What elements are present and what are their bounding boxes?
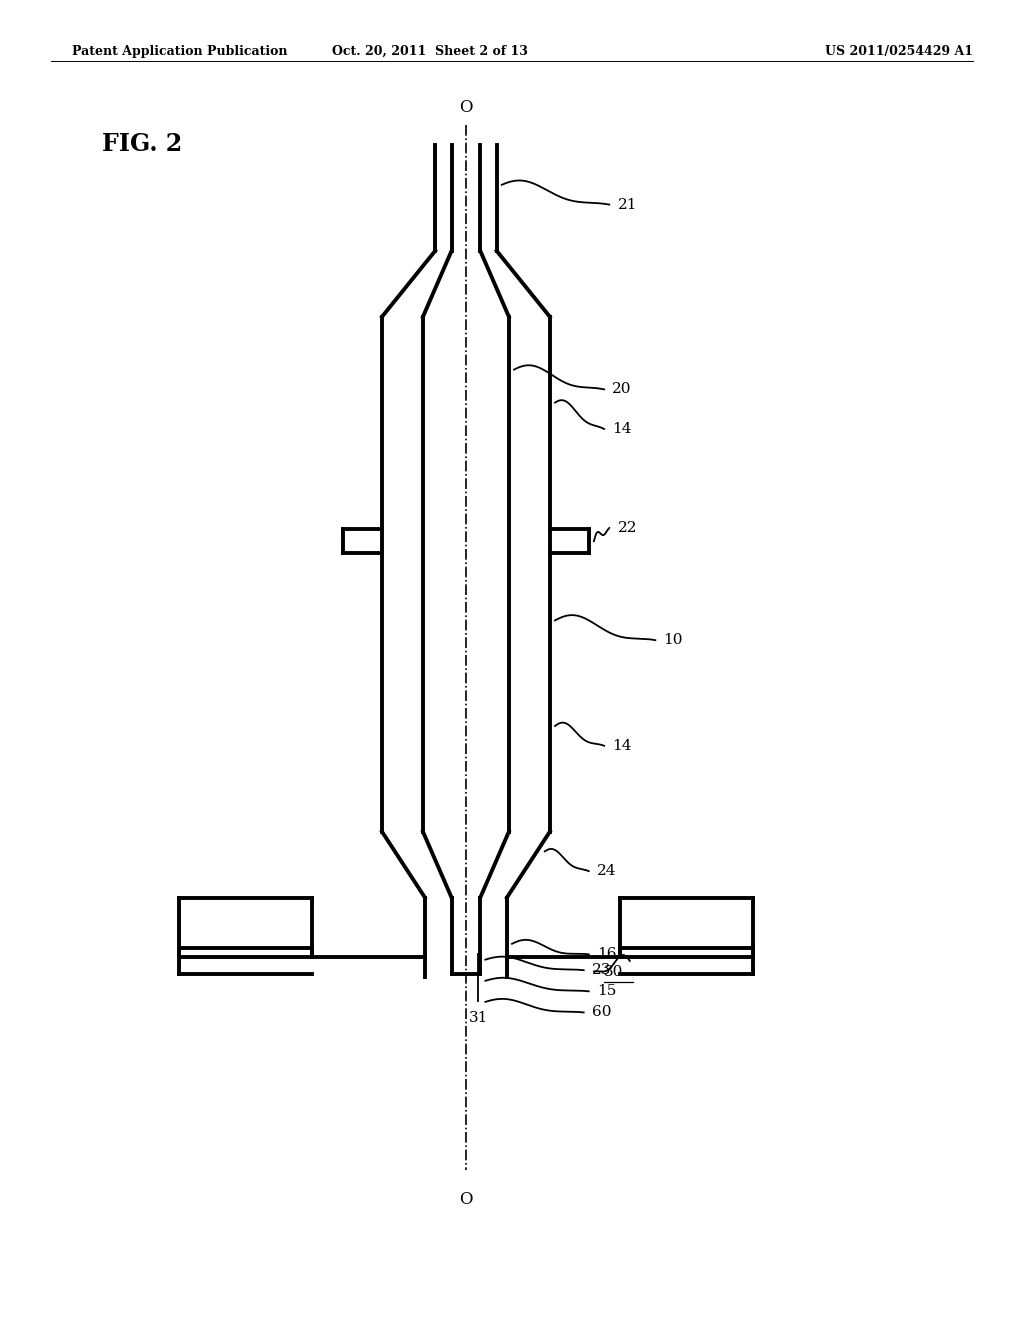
Text: 16: 16 [597, 948, 616, 961]
Text: 14: 14 [612, 739, 632, 752]
Text: Patent Application Publication: Patent Application Publication [72, 45, 287, 58]
Text: 15: 15 [597, 985, 616, 998]
Text: 31: 31 [469, 1011, 487, 1026]
Text: 10: 10 [664, 634, 683, 647]
Text: US 2011/0254429 A1: US 2011/0254429 A1 [824, 45, 973, 58]
Text: 23: 23 [592, 964, 611, 977]
Text: O: O [459, 99, 473, 116]
Text: 22: 22 [617, 521, 637, 535]
Text: 30: 30 [604, 965, 624, 978]
Text: 60: 60 [592, 1006, 611, 1019]
Text: 21: 21 [617, 198, 637, 211]
Text: Oct. 20, 2011  Sheet 2 of 13: Oct. 20, 2011 Sheet 2 of 13 [332, 45, 528, 58]
Text: O: O [459, 1191, 473, 1208]
Text: FIG. 2: FIG. 2 [102, 132, 182, 156]
Text: 20: 20 [612, 383, 632, 396]
Text: 14: 14 [612, 422, 632, 436]
Text: 24: 24 [597, 865, 616, 878]
